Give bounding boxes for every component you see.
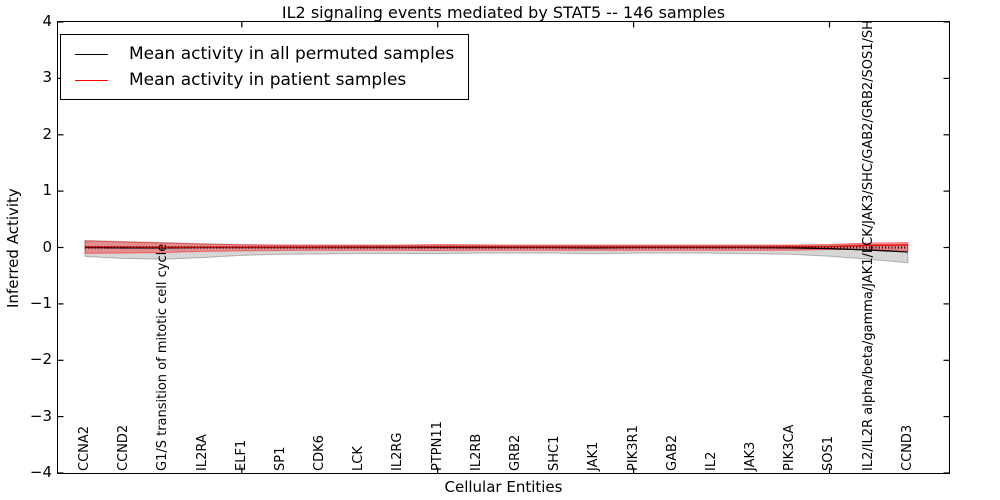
x-category-label: IL2RB (468, 433, 484, 471)
plot-area (57, 21, 950, 474)
legend-line-sample-patient (75, 79, 108, 81)
y-tick-label: 3 (42, 68, 52, 87)
x-category-label: IL2 (703, 451, 719, 471)
x-category-label: IL2RA (194, 434, 210, 471)
x-category-label: SHC1 (547, 435, 563, 471)
x-category-label: CCND3 (899, 424, 915, 471)
x-category-label: LCK (351, 446, 367, 471)
y-tick-label: 1 (42, 181, 52, 200)
x-category-label: CCND2 (116, 424, 132, 471)
legend-label: Mean activity in all permuted samples (129, 44, 455, 64)
y-tick-label: −4 (29, 463, 52, 481)
x-category-label: CCNA2 (77, 425, 93, 471)
x-category-label: GAB2 (664, 434, 680, 471)
x-axis-label: Cellular Entities (444, 478, 563, 496)
chart-title: IL2 signaling events mediated by STAT5 -… (281, 3, 726, 22)
x-category-label: CDK6 (312, 435, 328, 471)
chart-canvas (58, 22, 949, 473)
x-category-label: JAK1 (586, 441, 602, 471)
x-category-label: SP1 (272, 446, 288, 471)
x-category-label: G1/S transition of mitotic cell cycle (155, 243, 171, 471)
x-category-label: PIK3R1 (625, 425, 641, 471)
x-category-label: PTPN11 (429, 421, 445, 471)
legend-box: Mean activity in all permuted samples Me… (60, 34, 470, 100)
legend-entry-patient: Mean activity in patient samples (75, 67, 454, 93)
y-tick-label: 0 (42, 237, 52, 256)
y-tick-label: −3 (29, 406, 52, 425)
y-tick-label: 2 (42, 124, 52, 143)
x-category-label: ELF1 (233, 439, 249, 471)
y-tick-label: −1 (29, 293, 52, 312)
legend-entry-permuted: Mean activity in all permuted samples (75, 41, 454, 67)
x-category-label: GRB2 (508, 434, 524, 471)
legend-label: Mean activity in patient samples (129, 70, 407, 90)
x-category-label: IL2RG (390, 432, 406, 471)
legend-line-sample-permuted (75, 53, 108, 55)
y-tick-label: 4 (42, 12, 52, 30)
y-tick-label: −2 (29, 350, 52, 369)
x-category-label: SOS1 (821, 435, 837, 471)
x-category-label: IL2/IL2R alpha/beta/gamma/JAK1/LCK/JAK3/… (860, 20, 876, 471)
x-category-label: JAK3 (743, 441, 759, 471)
x-category-label: PIK3CA (782, 424, 798, 471)
permuted-std-band (84, 239, 909, 264)
